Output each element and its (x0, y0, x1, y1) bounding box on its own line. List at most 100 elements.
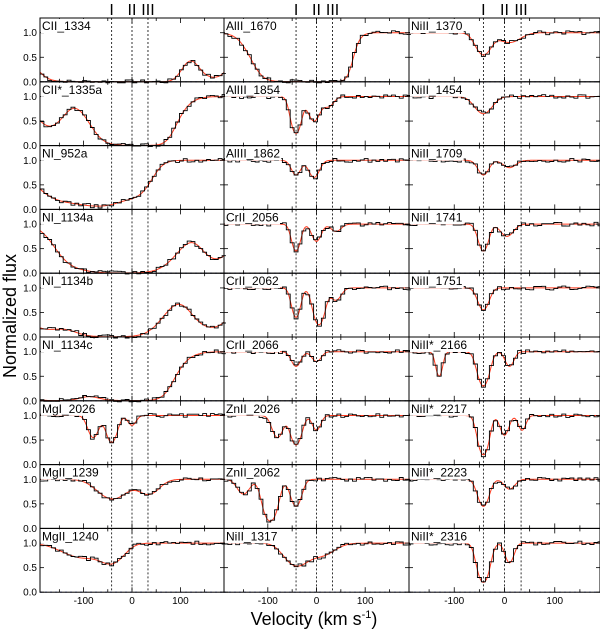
spectrum-panel: NiII*_2217 (408, 400, 600, 466)
transition-label: NiII_1317 (226, 529, 278, 543)
transition-label-background (41, 82, 104, 97)
transition-label-background (410, 338, 469, 352)
transition-label: NI_1134c (42, 338, 92, 352)
transition-label-background (225, 82, 282, 97)
observed-spectrum-line (224, 413, 411, 445)
component-label: I (294, 2, 298, 19)
transition-label-background (410, 401, 469, 416)
x-tick-label: 0 (314, 596, 320, 607)
component-labels: I II III I II III I II III (109, 2, 527, 19)
y-tick-label: 0.5 (23, 372, 37, 383)
observed-spectrum-line (40, 477, 226, 501)
spectrum-panel: -100 0 100 NiII_1317 (223, 527, 411, 607)
observed-spectrum-line (40, 232, 226, 275)
y-tick-label: 1.0 (23, 28, 37, 39)
observed-spectrum-line (40, 349, 226, 403)
observed-spectrum-line (224, 221, 411, 253)
component-label: I (481, 2, 485, 19)
x-axis-label-exponent: -1 (362, 609, 372, 621)
transition-label: MgI_2026 (42, 402, 96, 416)
spectrum-panel: AlII_1670 (223, 17, 411, 84)
y-tick-label: 0.5 (23, 180, 37, 191)
transition-label: NiII_1370 (411, 19, 463, 33)
spectrum-panel: NiII*_2166 (408, 336, 600, 402)
observed-spectrum-line (40, 302, 226, 339)
spectrum-panel: NiII_1370 (408, 17, 600, 83)
transition-label: AlIII_1854 (226, 83, 280, 97)
component-label: III (514, 2, 527, 19)
spectrum-panel: 0.0 0.5 1.0 CII*_1335a (23, 81, 226, 152)
spectrum-panel: AlIII_1862 (223, 145, 411, 210)
component-label: II (128, 2, 137, 19)
spectrum-panel: AlIII_1854 (223, 81, 411, 147)
spectrum-panel: NiII_1709 (408, 145, 600, 210)
transition-label-background (410, 465, 469, 480)
model-fit-line (224, 542, 409, 567)
y-tick-label: 0.5 (23, 499, 37, 510)
transition-label: NiII*_2166 (411, 338, 467, 352)
y-tick-label: 0.5 (23, 117, 37, 128)
y-tick-label: 1.0 (23, 347, 37, 358)
y-tick-label: 1.0 (23, 156, 37, 167)
y-tick-label: 1.0 (23, 411, 37, 422)
spectrum-panel: CrII_2066 (223, 336, 411, 402)
transition-label: CrII_2066 (226, 338, 279, 352)
transition-label: NiII*_2217 (411, 402, 467, 416)
transition-label-background (41, 401, 97, 416)
transition-label: ZnII_2062 (226, 466, 280, 480)
transition-label: NiII_1741 (411, 210, 463, 224)
transition-label: CrII_2062 (226, 274, 279, 288)
transition-label-background (410, 274, 464, 289)
y-axis-label: Normalized flux (0, 254, 20, 378)
observed-spectrum-line (409, 476, 600, 506)
spectrum-panel: 0.0 0.5 1.0 NI_952a (23, 145, 226, 216)
y-tick-label: 0.0 (23, 588, 37, 599)
x-tick-label: -100 (258, 596, 278, 607)
model-fit-line (39, 303, 225, 338)
y-tick-label: 1.0 (23, 92, 37, 103)
y-tick-label: 0.5 (23, 563, 37, 574)
transition-label-background (410, 210, 464, 225)
transition-label-background (225, 210, 281, 225)
transition-label-background (225, 401, 282, 416)
spectrum-panel: 0.0 0.5 1.0 NI_1134b (23, 272, 226, 344)
transition-label: ZnII_2026 (226, 402, 280, 416)
spectrum-panel: 0.0 0.5 1.0 NI_1134a (23, 208, 226, 280)
component-label: III (141, 2, 154, 19)
spectrum-panel: ZnII_2062 (223, 464, 411, 529)
observed-spectrum-line (224, 285, 411, 327)
y-tick-label: 0.5 (23, 436, 37, 447)
transition-label: MgII_1240 (42, 529, 99, 543)
y-tick-label: 0.5 (23, 244, 37, 255)
transition-label: NI_1134b (42, 274, 93, 288)
x-axis-label-main: Velocity (km s (251, 609, 362, 629)
spectrum-panel: 0.0 0.5 1.0 NI_1134c (23, 336, 226, 407)
transition-label: NiII*_2316 (411, 529, 467, 543)
observed-spectrum-line (40, 94, 226, 148)
component-label: II (312, 2, 321, 19)
component-label: III (326, 2, 339, 19)
observed-spectrum-line (40, 413, 226, 444)
transition-label: AlIII_1862 (226, 147, 280, 161)
transition-label: NiII_1751 (411, 274, 463, 288)
transition-label-background (410, 529, 469, 544)
transition-label: NI_1134a (42, 210, 93, 224)
transition-label-background (41, 146, 89, 161)
spectrum-panel: NiII_1741 (408, 208, 600, 274)
transition-label-background (225, 146, 282, 161)
y-tick-label: 0.0 (23, 460, 37, 471)
y-tick-label: 1.0 (23, 539, 37, 550)
transition-label-background (41, 274, 95, 289)
component-label: II (500, 2, 509, 19)
spectrum-panel: CrII_2056 (223, 208, 411, 274)
transition-label: NiII_1709 (411, 147, 463, 161)
transition-label-background (41, 19, 93, 33)
y-tick-label: 0.0 (23, 141, 37, 152)
observed-spectrum-line (40, 540, 226, 567)
y-tick-label: 0.5 (23, 308, 37, 319)
y-tick-label: 0.0 (23, 205, 37, 216)
transition-label-background (225, 465, 282, 480)
y-tick-label: 0.0 (23, 269, 37, 280)
x-tick-label: -100 (74, 596, 94, 607)
